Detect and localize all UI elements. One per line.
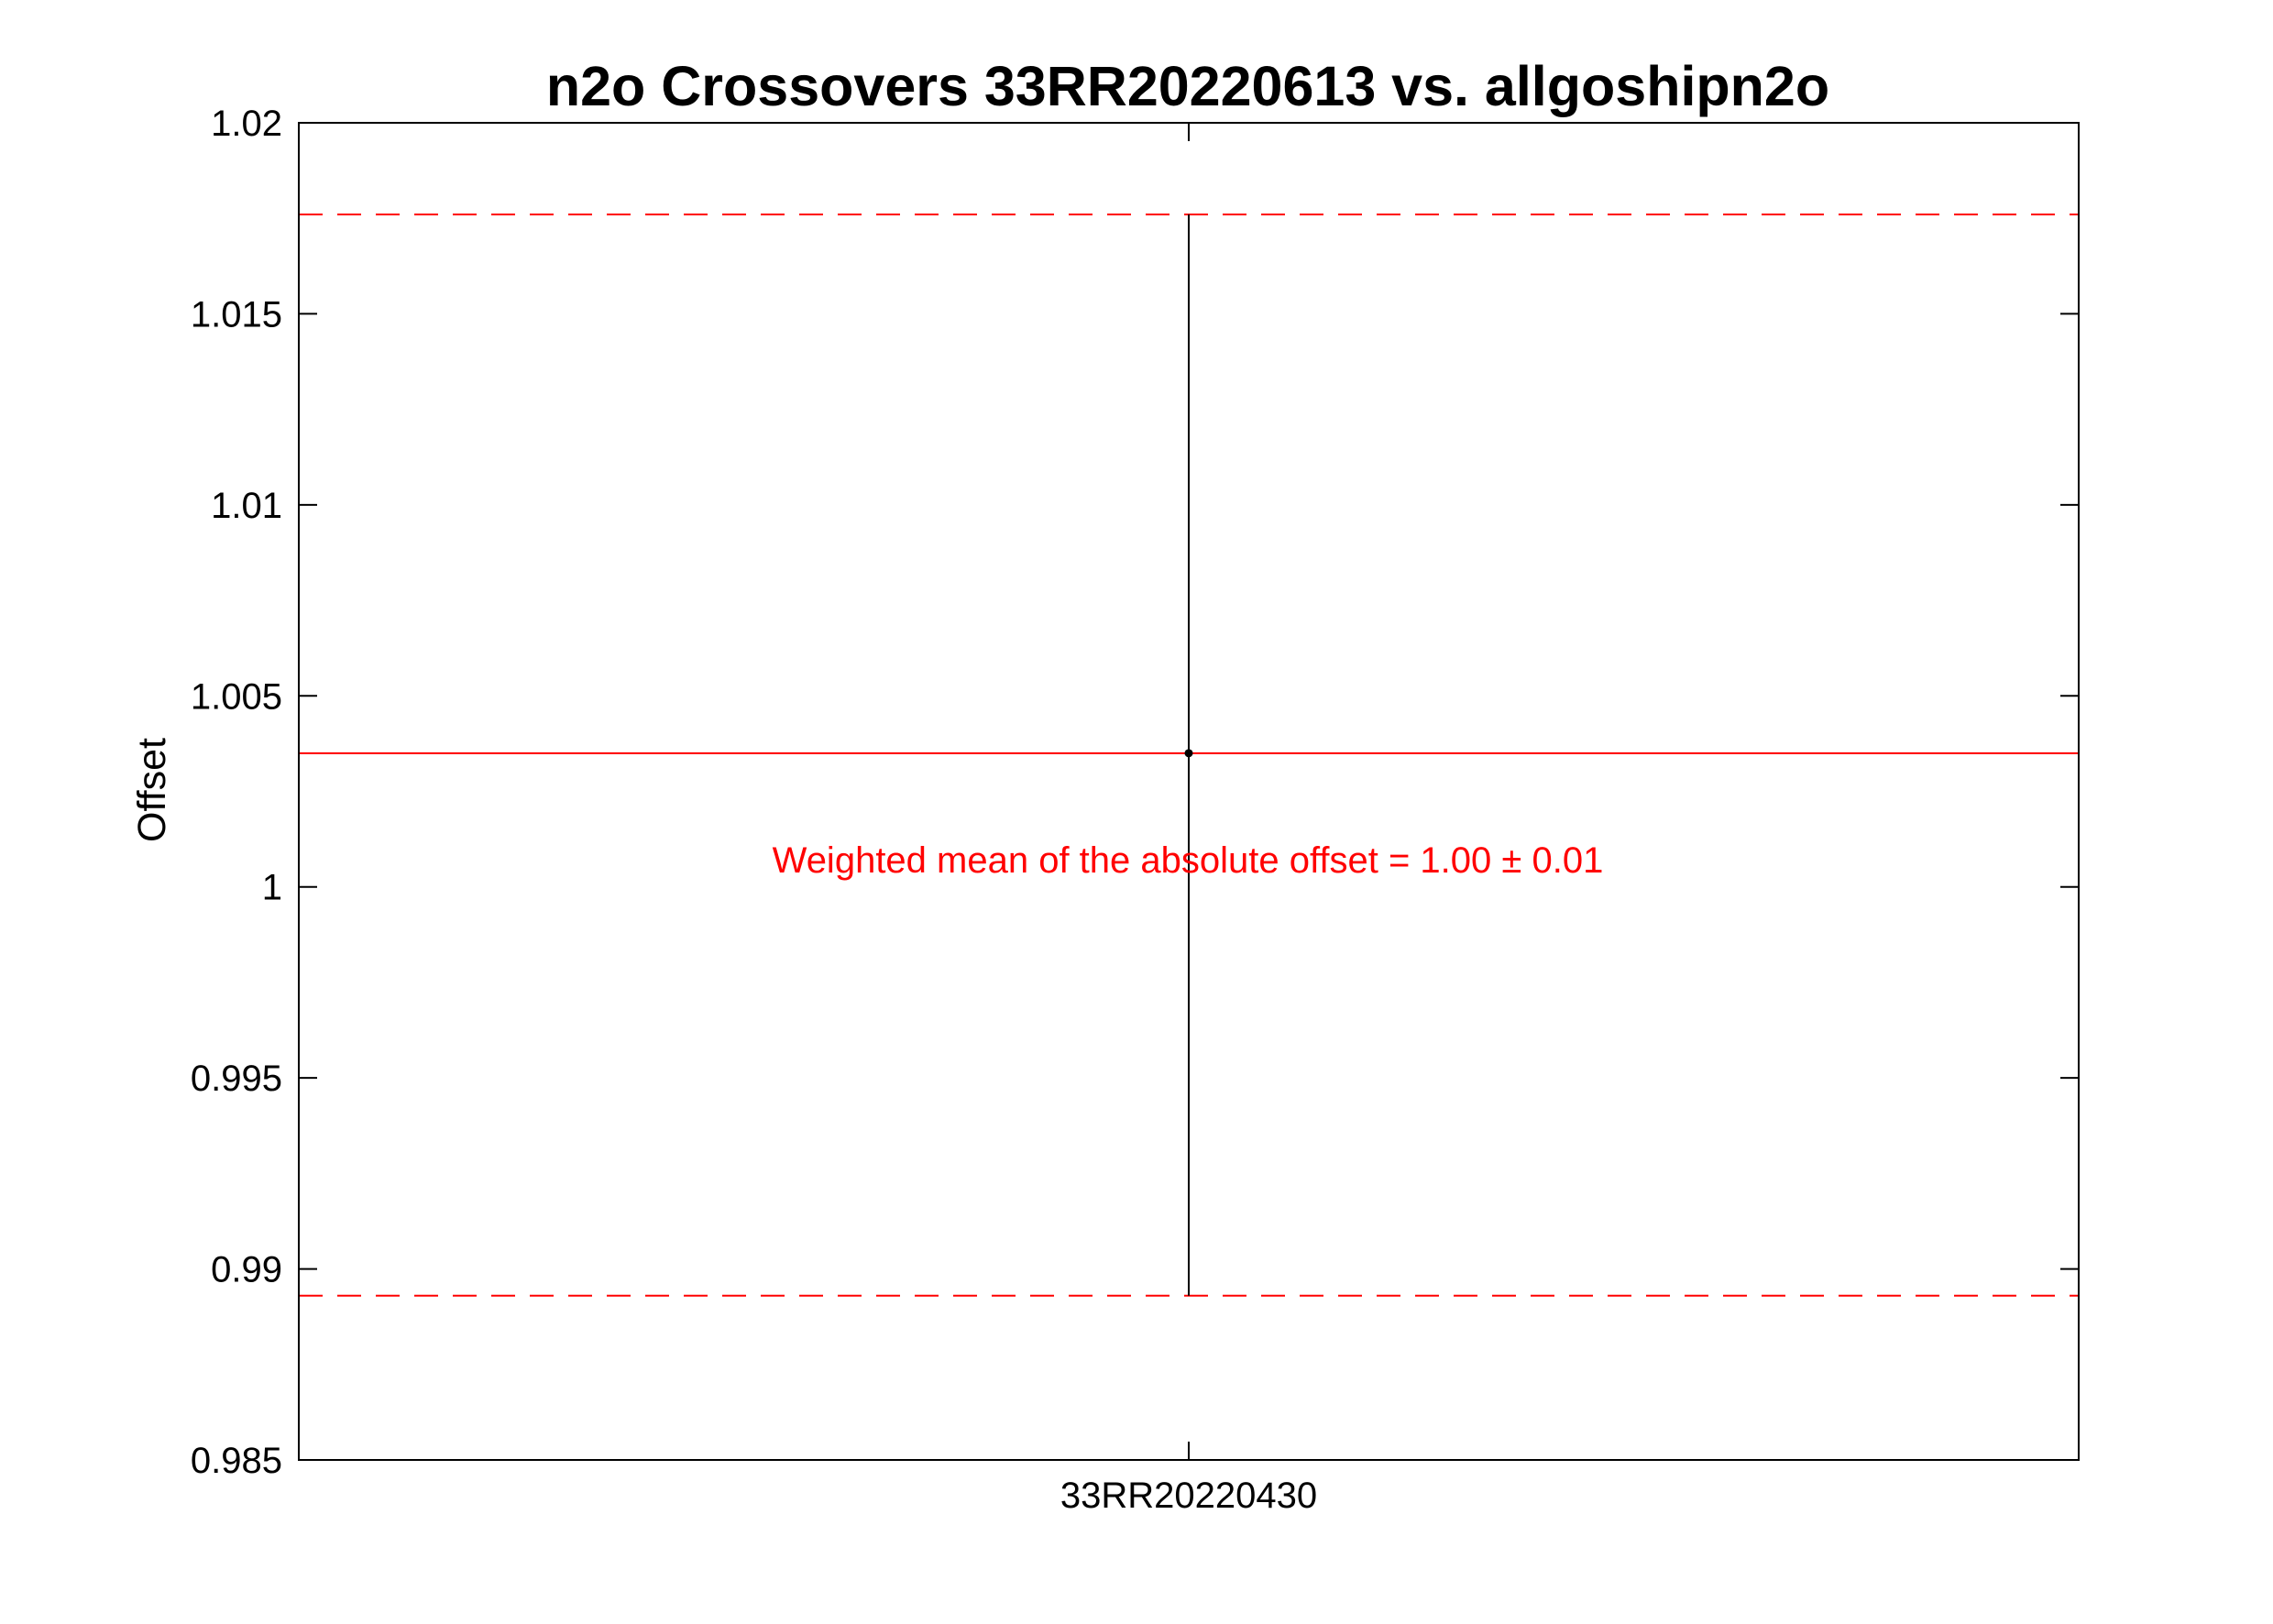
y-tick-label: 1.02 xyxy=(211,104,282,144)
y-axis-label: Offset xyxy=(130,738,174,842)
weighted-mean-annotation: Weighted mean of the absolute offset = 1… xyxy=(773,840,1604,881)
y-tick-label: 0.995 xyxy=(191,1059,282,1099)
y-axis-ticks: 0.985 0.99 0.995 1 1.005 1.01 1.015 1.02 xyxy=(191,104,2079,1481)
y-tick-label: 1.005 xyxy=(191,676,282,717)
y-tick-label: 0.985 xyxy=(191,1441,282,1481)
x-axis-ticks: 33RR20220430 xyxy=(1060,123,1317,1516)
chart-title: n2o Crossovers 33RR20220613 vs. allgoshi… xyxy=(546,55,1829,117)
x-tick-label: 33RR20220430 xyxy=(1060,1476,1317,1516)
y-tick-label: 1 xyxy=(262,868,282,908)
y-tick-label: 1.01 xyxy=(211,486,282,526)
data-point xyxy=(1184,749,1193,758)
y-tick-label: 1.015 xyxy=(191,294,282,335)
data-points xyxy=(1184,749,1193,758)
y-tick-label: 0.99 xyxy=(211,1250,282,1290)
